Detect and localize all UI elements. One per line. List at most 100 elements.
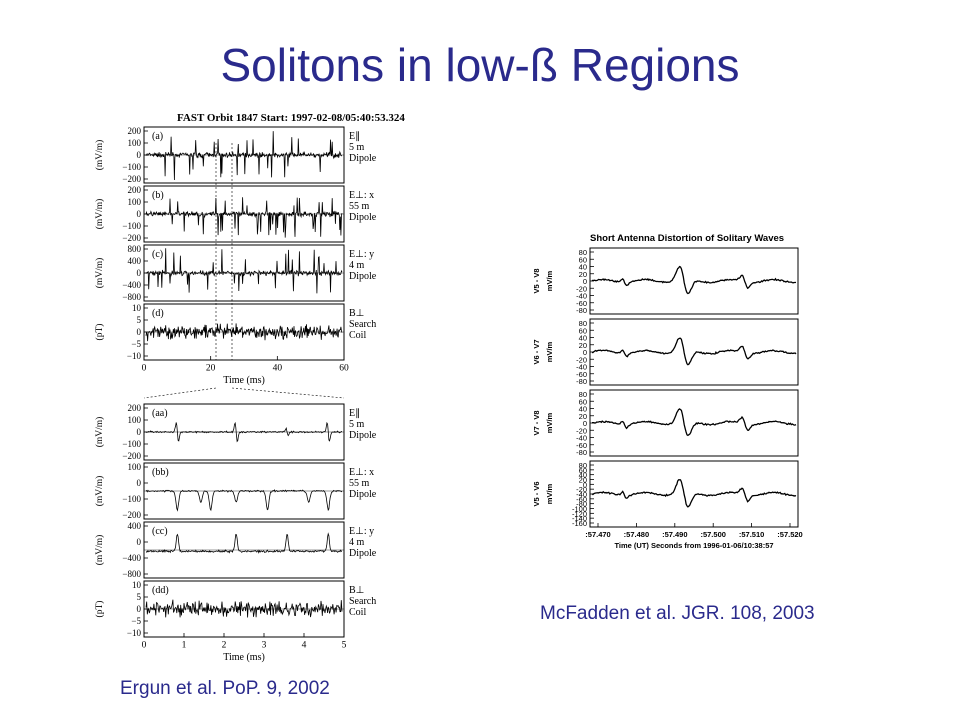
mcfadden-ytick-label: -60: [576, 495, 587, 504]
mcfadden-ytick-label: 60: [579, 397, 587, 406]
mcfadden-ytick-label: 60: [579, 255, 587, 264]
mcfadden-series-line: [591, 337, 797, 366]
ergun-zoom-ytick-label: 0: [137, 604, 142, 614]
ergun-zoom-series-name: E∥: [349, 408, 360, 419]
caption-ergun: Ergun et al. PoP. 9, 2002: [120, 678, 330, 699]
mcfadden-ytick-label: -40: [576, 363, 587, 372]
ergun-zoom-series-line: [145, 489, 343, 512]
ergun-zoom-xtick-label: 3: [262, 641, 267, 651]
ergun-zoom-series-line: [145, 599, 343, 618]
ergun-figure-title: FAST Orbit 1847 Start: 1997-02-08/05:40:…: [177, 112, 405, 124]
ergun-top-ytick-label: −200: [122, 174, 141, 184]
ergun-top-series-line: [145, 248, 343, 294]
mcfadden-ytick-label: -20: [576, 355, 587, 364]
mcfadden-ytick-label: 20: [579, 476, 587, 485]
ergun-zoom-ytick-label: 100: [128, 462, 142, 472]
ergun-top-ytick-label: 200: [128, 185, 142, 195]
ergun-zoom-panel-tag: (dd): [152, 585, 169, 596]
ergun-zoom-panel-tag: (cc): [152, 526, 168, 537]
mcfadden-ytick-label: -20: [576, 485, 587, 494]
ergun-top-panel-tag: (d): [152, 308, 164, 319]
ergun-top-ytick-label: 100: [128, 138, 142, 148]
mcfadden-ytick-label: 80: [579, 390, 587, 399]
ergun-top-ytick-label: 100: [128, 197, 142, 207]
ergun-zoom-ylabel: (mV/m): [94, 417, 105, 448]
mcfadden-series-name: V5 - V8: [532, 268, 541, 293]
ergun-top-series-name: Dipole: [349, 271, 377, 282]
ergun-zoom-ylabel: (mV/m): [94, 535, 105, 566]
mcfadden-ytick-label: 80: [579, 319, 587, 328]
ergun-zoom-ytick-label: 0: [137, 537, 142, 547]
ergun-top-ylabel: (mV/m): [94, 199, 105, 230]
mcfadden-xtick-label: :57.470: [585, 530, 610, 539]
ergun-zoom-series-name: Dipole: [349, 430, 377, 441]
mcfadden-ytick-label: -20: [576, 426, 587, 435]
mcfadden-panel-frame: [589, 247, 799, 315]
ergun-zoom-ytick-label: −100: [122, 494, 141, 504]
ergun-zoom-ytick-label: −5: [131, 616, 141, 626]
ergun-top-ytick-label: 0: [137, 209, 142, 219]
ergun-top-xtick-label: 0: [142, 364, 147, 374]
mcfadden-ytick-label: 20: [579, 270, 587, 279]
ergun-zoom-series-line: [145, 532, 343, 554]
ergun-zoom-series-name: E⊥: x: [349, 467, 374, 478]
ergun-zoom-series-name: Dipole: [349, 489, 377, 500]
mcfadden-series-line: [592, 408, 797, 437]
ergun-zoom-xtick-label: 4: [302, 641, 307, 651]
mcfadden-ytick-label: 20: [579, 412, 587, 421]
ergun-top-ytick-label: −800: [122, 292, 141, 302]
mcfadden-ytick-label: 40: [579, 405, 587, 414]
mcfadden-ytick-label: -80: [576, 448, 587, 457]
ergun-top-series-line: [145, 323, 343, 342]
ergun-top-ylabel: (mV/m): [94, 258, 105, 289]
mcfadden-series-line: [591, 479, 797, 508]
mcfadden-ytick-label: -20: [576, 284, 587, 293]
ergun-zoom-series-name: Search: [349, 596, 376, 607]
ergun-top-series-name: E∥: [349, 131, 360, 142]
ergun-zoom-series-name: B⊥: [349, 585, 364, 596]
ergun-top-series-name: E⊥: y: [349, 249, 374, 260]
mcfadden-ytick-label: 20: [579, 341, 587, 350]
mcfadden-ytick-label: -60: [576, 299, 587, 308]
ergun-top-panel-tag: (b): [152, 190, 164, 201]
ergun-zoom-ylabel: (mV/m): [94, 476, 105, 507]
mcfadden-ytick-label: 80: [579, 461, 587, 470]
mcfadden-xlabel: Time (UT) Seconds from 1996-01-06/10:38:…: [614, 541, 773, 550]
mcfadden-ylabel: mV/m: [545, 270, 554, 291]
ergun-top-ytick-label: −400: [122, 280, 141, 290]
ergun-zoom-xtick-label: 1: [182, 641, 187, 651]
ergun-top-panel-tag: (c): [152, 249, 163, 260]
mcfadden-ytick-label: -80: [576, 500, 587, 509]
ergun-top-xtick-label: 20: [206, 364, 216, 374]
ergun-zoom-series-name: 5 m: [349, 419, 365, 430]
ergun-zoom-ytick-label: 10: [132, 580, 142, 590]
ergun-zoom-ytick-label: 0: [137, 427, 142, 437]
mcfadden-xtick-label: :57.480: [624, 530, 649, 539]
mcfadden-ytick-label: -40: [576, 434, 587, 443]
ergun-zoom-ytick-label: 100: [128, 415, 142, 425]
ergun-zoom-ytick-label: −800: [122, 569, 141, 579]
ergun-top-ytick-label: 0: [137, 327, 142, 337]
ergun-zoom-panel-tag: (aa): [152, 408, 168, 419]
ergun-top-ytick-label: 10: [132, 303, 142, 313]
mcfadden-xtick-label: :57.510: [739, 530, 764, 539]
ergun-top-series-name: Dipole: [349, 212, 377, 223]
ergun-zoom-ytick-label: −100: [122, 439, 141, 449]
mcfadden-ytick-label: -60: [576, 370, 587, 379]
mcfadden-ytick-label: -100: [572, 505, 587, 514]
ergun-top-series-name: Coil: [349, 330, 366, 341]
mcfadden-ytick-label: 80: [579, 248, 587, 257]
ergun-zoom-series-name: 55 m: [349, 478, 370, 489]
ergun-zoom-ytick-label: 0: [137, 478, 142, 488]
ergun-figure: FAST Orbit 1847 Start: 1997-02-08/05:40:…: [94, 112, 405, 663]
ergun-zoom-ytick-label: 400: [128, 521, 142, 531]
mcfadden-ytick-label: -80: [576, 306, 587, 315]
mcfadden-ytick-label: -140: [572, 514, 587, 523]
ergun-zoom-series-name: Coil: [349, 607, 366, 618]
ergun-top-ytick-label: 0: [137, 268, 142, 278]
ergun-zoom-panel-tag: (bb): [152, 467, 169, 478]
mcfadden-ylabel: mV/m: [545, 341, 554, 362]
ergun-top-xlabel: Time (ms): [223, 375, 265, 386]
mcfadden-series-line: [591, 265, 797, 295]
ergun-top-ytick-label: −200: [122, 233, 141, 243]
